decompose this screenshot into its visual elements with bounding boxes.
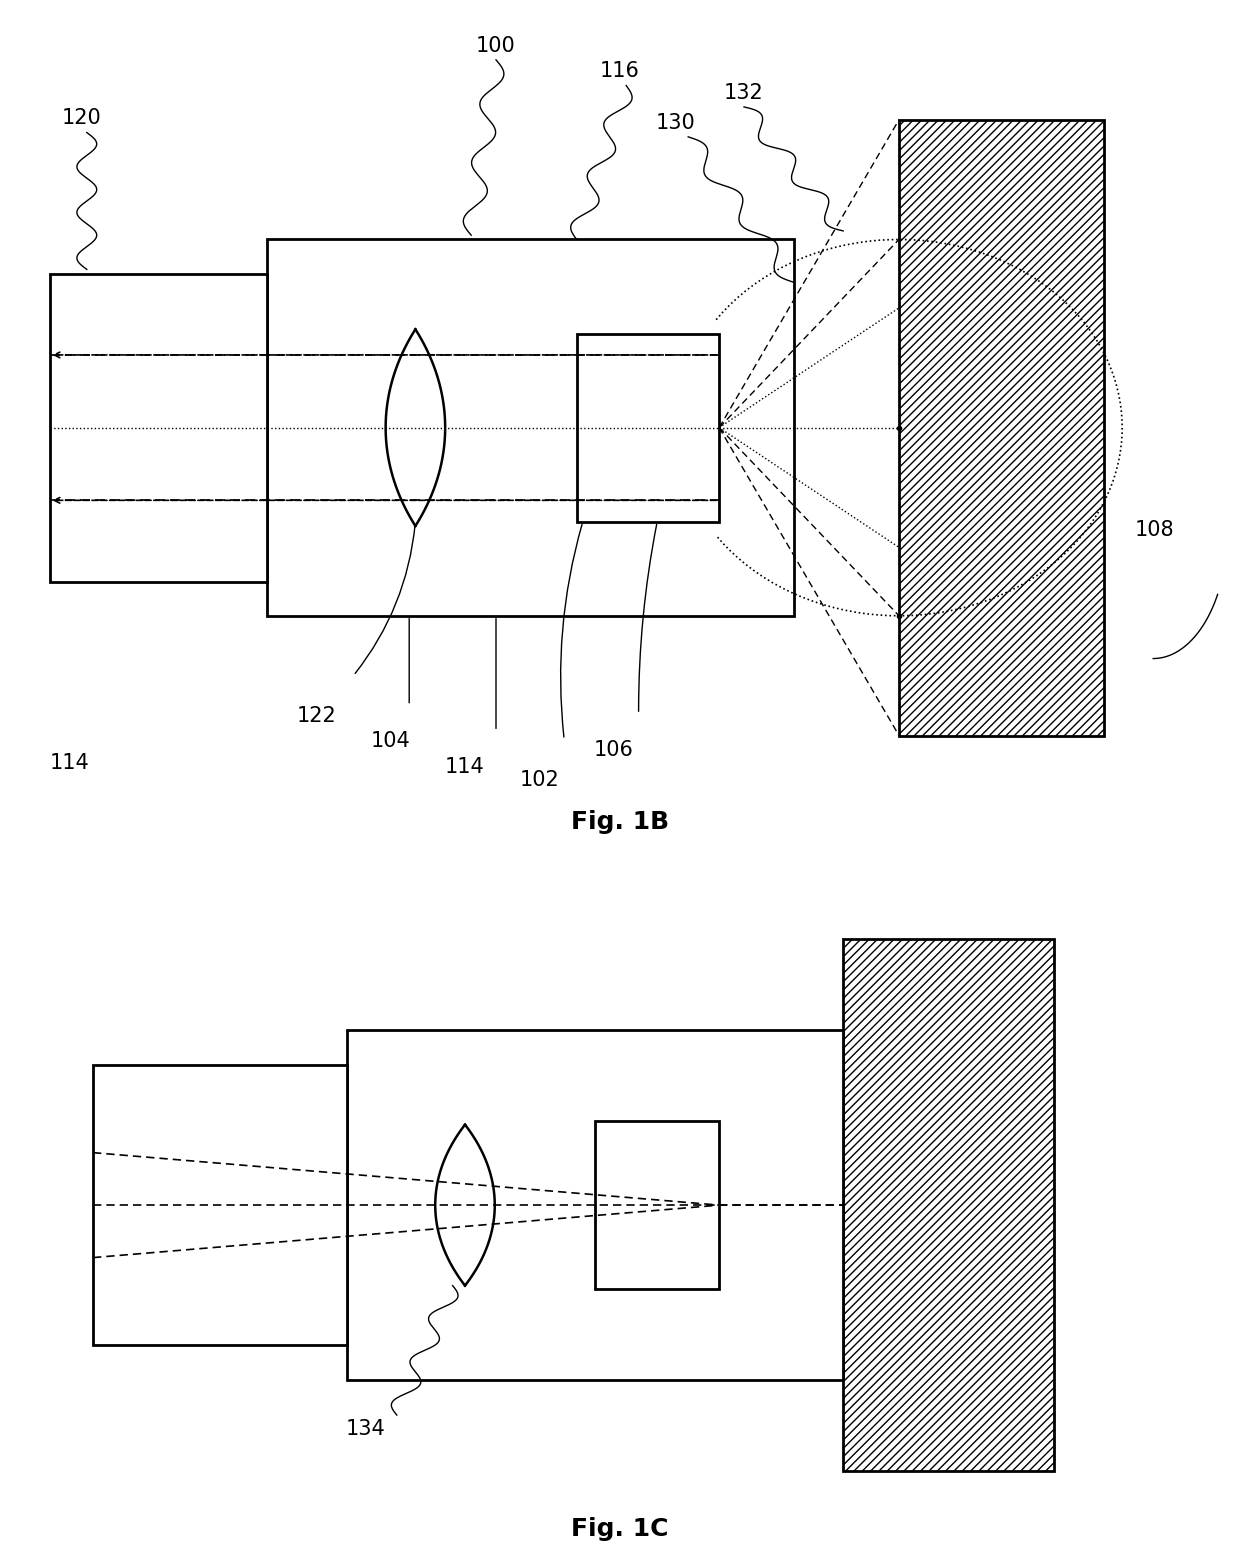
Text: 116: 116 (600, 61, 640, 81)
Bar (595, 1121, 719, 1289)
Bar (267, 239, 794, 616)
Text: Fig. 1C: Fig. 1C (572, 1518, 668, 1541)
Text: Fig. 1B: Fig. 1B (570, 810, 670, 833)
Text: 134: 134 (346, 1418, 386, 1438)
Bar (899, 120, 1104, 736)
Text: 114: 114 (50, 753, 89, 773)
Text: 102: 102 (520, 770, 559, 790)
Text: 106: 106 (594, 740, 634, 760)
Bar (347, 1029, 843, 1381)
Bar (843, 939, 1054, 1471)
Text: 120: 120 (62, 109, 102, 128)
Bar (93, 1065, 347, 1345)
Text: 114: 114 (445, 757, 485, 778)
Text: 130: 130 (656, 112, 696, 132)
Text: 100: 100 (476, 36, 516, 56)
Text: 108: 108 (1135, 521, 1174, 540)
Bar (577, 333, 719, 521)
Text: 122: 122 (296, 706, 336, 726)
Text: 132: 132 (724, 82, 764, 103)
Text: 104: 104 (371, 731, 410, 751)
Bar (50, 274, 267, 582)
